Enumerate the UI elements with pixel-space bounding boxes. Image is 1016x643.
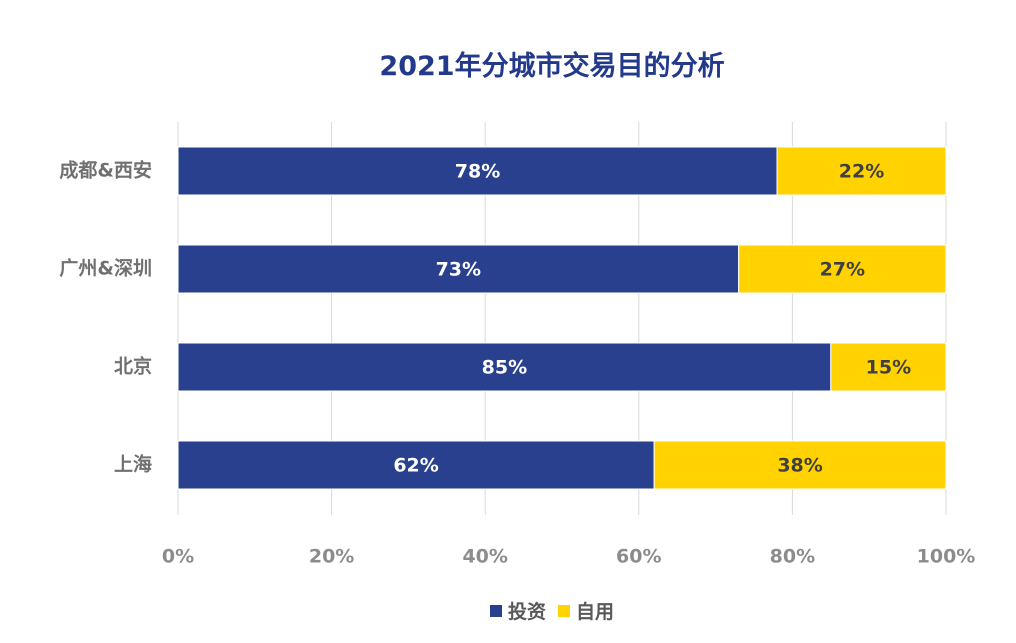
data-label: 38% [777,455,822,477]
x-tick-label: 40% [462,546,507,568]
data-label: 62% [393,455,438,477]
x-tick-label: 60% [616,546,661,568]
bar-selfuse [830,342,947,392]
x-tick-label: 0% [162,546,194,568]
legend: 投资 自用 [0,597,1016,624]
category-label: 北京 [114,355,152,378]
bars [177,146,947,490]
data-label: 85% [482,357,527,379]
x-tick-label: 20% [309,546,354,568]
category-label: 广州&深圳 [59,257,152,280]
legend-swatch [558,604,570,617]
x-tick-label: 80% [770,546,815,568]
legend-swatch [489,604,502,617]
bar-invest [177,342,832,392]
legend-label: 投资 [507,601,546,623]
data-label: 22% [839,161,884,183]
bar-invest [177,440,655,490]
data-label: 78% [455,161,500,183]
legend-label: 自用 [576,601,615,623]
chart-title: 2021年分城市交易目的分析 [379,51,725,82]
bar-selfuse [738,244,947,294]
legend-item: 自用 [558,597,614,624]
legend-item: 投资 [489,597,546,624]
x-tick-label: 100% [917,546,976,568]
category-label: 上海 [114,453,152,476]
data-label: 73% [436,259,481,281]
data-label: 15% [866,357,911,379]
category-label: 成都&西安 [59,159,152,182]
bar-selfuse [776,146,947,196]
bar-selfuse [653,440,947,490]
bar-invest [177,244,740,294]
data-label: 27% [820,259,865,281]
labels: 0% 20% 40% 60% 80% 100% 成都&西安 78% 22% 广州&深圳 73% 27%… [59,159,975,568]
